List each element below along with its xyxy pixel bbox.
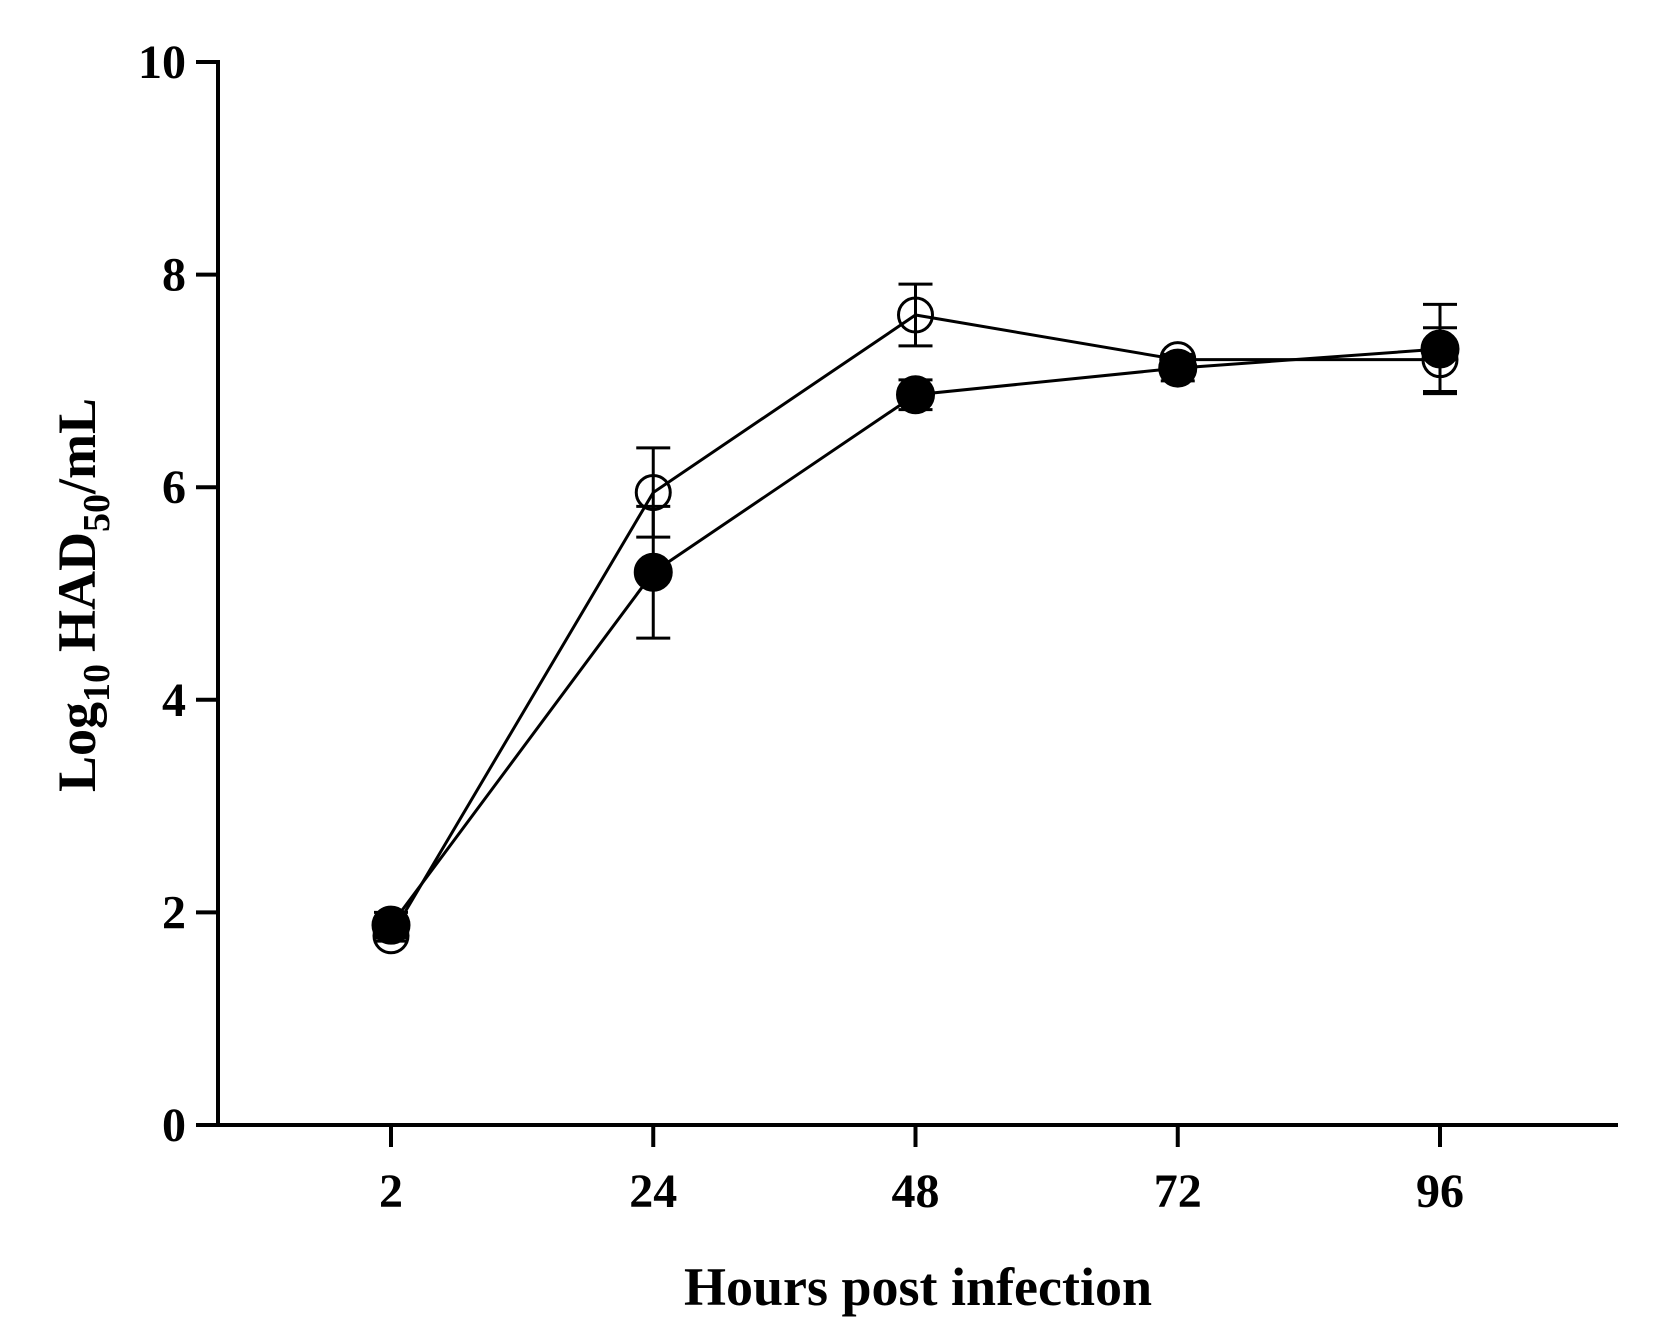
y-label-part: Log <box>47 702 107 792</box>
y-tick-label: 6 <box>162 461 186 514</box>
marker <box>1420 329 1460 369</box>
y-tick-label: 8 <box>162 249 186 302</box>
y-label-subscript: 10 <box>76 664 118 702</box>
y-label-subscript: 50 <box>76 494 118 532</box>
y-tick-label: 2 <box>162 886 186 939</box>
y-label-part: HAD <box>47 532 107 652</box>
y-label-part: /mL <box>47 398 107 495</box>
series-line <box>389 347 1441 927</box>
y-axis-label: Log10 HAD50/mL <box>47 398 118 792</box>
y-tick-label: 4 <box>162 674 186 727</box>
marker <box>634 474 672 512</box>
marker <box>633 552 673 592</box>
x-tick-label: 72 <box>1154 1165 1202 1218</box>
y-tick-label: 0 <box>162 1099 186 1152</box>
y-tick-label: 10 <box>138 36 186 89</box>
x-tick-label: 96 <box>1416 1165 1464 1218</box>
x-tick-label: 48 <box>892 1165 940 1218</box>
marker <box>897 296 934 334</box>
marker <box>371 905 411 945</box>
x-tick-label: 24 <box>629 1165 677 1218</box>
x-tick-label: 2 <box>379 1165 403 1218</box>
x-axis-label: Hours post infection <box>684 1257 1152 1317</box>
marker <box>1158 348 1198 388</box>
error-bar <box>898 282 933 348</box>
marker <box>896 375 935 415</box>
